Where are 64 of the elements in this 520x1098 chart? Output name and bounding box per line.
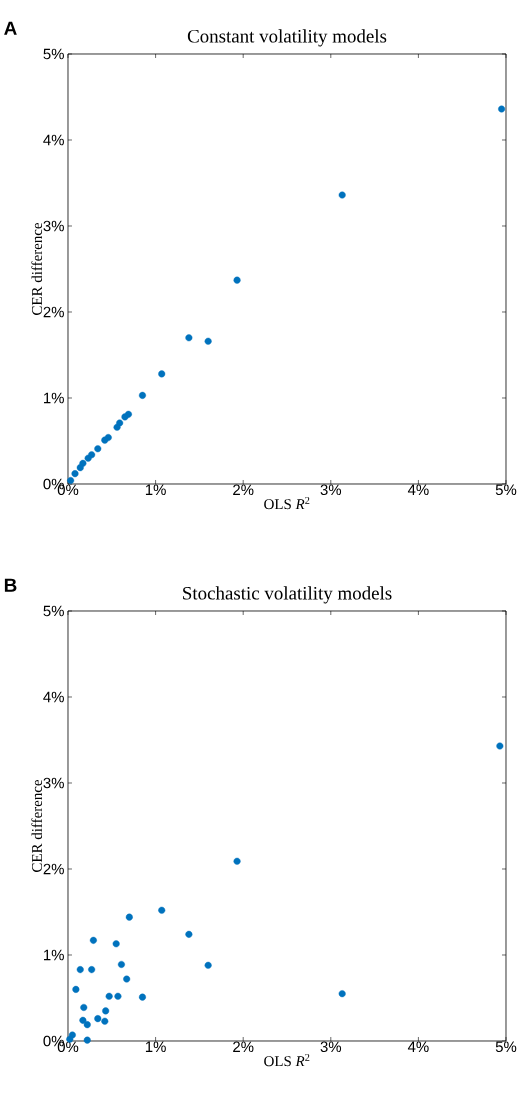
- text: A: [4, 21, 17, 35]
- x-axis-title: OLS R$^{2}$: [264, 496, 310, 510]
- point: [338, 990, 346, 998]
- y-tick-label: 4%: [43, 134, 64, 146]
- x-tick-label: 2%: [233, 484, 254, 496]
- y-tick-label: 1%: [44, 392, 64, 404]
- y-tick-label: 3%: [43, 220, 64, 232]
- chart-title: Stochastic volatility models: [183, 586, 392, 604]
- point: [89, 936, 97, 944]
- point: [125, 913, 133, 921]
- point: [71, 470, 79, 478]
- point: [185, 334, 193, 342]
- point: [80, 1003, 88, 1011]
- point: [88, 966, 96, 974]
- x-tick-label: 3%: [320, 1041, 342, 1053]
- x-tick-label: 5%: [495, 1041, 517, 1053]
- point: [113, 423, 121, 431]
- x-tick-label: 1%: [145, 1041, 166, 1052]
- y-tick-label: 4%: [43, 691, 64, 703]
- point: [233, 857, 241, 865]
- point: [84, 454, 92, 462]
- point: [79, 1016, 87, 1024]
- point: [83, 1021, 91, 1029]
- y-axis-title: CER difference: [31, 222, 43, 315]
- point: [101, 1017, 109, 1025]
- point: [204, 337, 212, 345]
- point: [94, 445, 102, 453]
- x-tick-label: 5%: [495, 484, 517, 496]
- point: [102, 1007, 110, 1015]
- point: [83, 1036, 91, 1044]
- point: [233, 276, 241, 284]
- y-tick-label: 2%: [43, 863, 64, 875]
- y-tick-label: 5%: [43, 48, 64, 60]
- y-axis-title: CER difference: [31, 779, 43, 872]
- point: [123, 975, 131, 983]
- x-tick-label: 2%: [233, 1041, 254, 1053]
- point: [76, 464, 84, 472]
- y-tick-label: 1%: [44, 949, 64, 961]
- point: [72, 985, 80, 993]
- text: B: [4, 578, 17, 592]
- x-tick-label: 4%: [407, 484, 429, 495]
- point: [76, 966, 84, 974]
- point: [117, 960, 125, 968]
- point: [112, 940, 120, 948]
- point: [105, 992, 113, 1000]
- y-tick-label: 3%: [43, 777, 64, 789]
- y-tick-label: 2%: [43, 306, 64, 318]
- point: [185, 930, 193, 938]
- point: [138, 391, 146, 399]
- x-axis-title: OLS R$^{2}$: [264, 1053, 310, 1067]
- x-tick-label: 1%: [145, 484, 166, 495]
- chart-title: Constant volatility models: [187, 29, 387, 47]
- point: [338, 191, 346, 199]
- x-tick-label: 3%: [320, 484, 342, 496]
- y-tick-label: 5%: [43, 605, 64, 617]
- point: [498, 105, 506, 113]
- point: [158, 906, 166, 914]
- point: [138, 993, 146, 1001]
- point: [496, 742, 504, 750]
- point: [204, 961, 212, 969]
- point: [158, 370, 166, 378]
- point: [114, 992, 122, 1000]
- x-tick-label: 4%: [407, 1041, 429, 1052]
- point: [94, 1015, 102, 1023]
